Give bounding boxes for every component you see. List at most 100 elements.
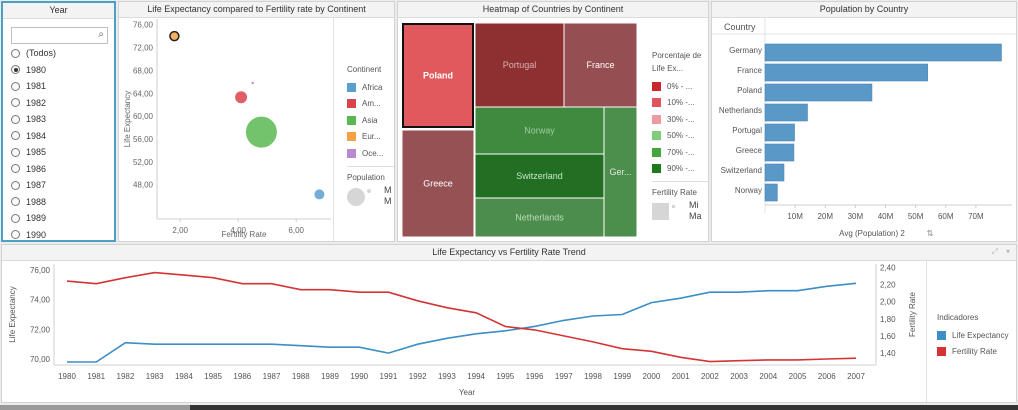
radio-button[interactable] <box>11 98 20 108</box>
x-tick-label: 2005 <box>789 372 807 381</box>
heatmap-legend-item[interactable]: 70% -... <box>652 144 708 161</box>
population-bar <box>764 183 778 202</box>
country-label: Netherlands <box>719 106 762 115</box>
radio-button[interactable] <box>11 114 20 124</box>
year-option-label: 1985 <box>26 147 47 158</box>
year-filter-title: Year <box>3 3 114 19</box>
continent-legend-item[interactable]: Oce... <box>347 145 394 162</box>
series-line-fertility-rate <box>66 271 857 363</box>
right-tick-label: 1,60 <box>880 332 896 341</box>
heatmap-title: Heatmap of Countries by Continent <box>398 2 708 18</box>
country-column-header[interactable]: Country <box>724 22 756 32</box>
year-option-label: (Todos) <box>26 48 57 59</box>
legend-swatch <box>347 82 356 92</box>
x-tick-label: 1995 <box>496 372 514 381</box>
expand-icon[interactable]: ⤢ <box>991 247 998 256</box>
radio-button[interactable] <box>11 213 20 223</box>
search-icon[interactable]: ⌕ <box>98 29 104 40</box>
treemap-cell-label: Greece <box>423 179 453 189</box>
menu-chevron-icon[interactable]: ▾ <box>1005 247 1010 256</box>
x-tick-label: 1990 <box>350 372 368 381</box>
indicator-legend-title: Indicadores <box>937 313 979 322</box>
radio-button[interactable] <box>11 65 20 75</box>
radio-button[interactable] <box>11 131 20 141</box>
legend-label: 10% -... <box>667 98 695 108</box>
year-option-label: 1982 <box>26 97 47 108</box>
x-tick-label: 1999 <box>613 372 631 381</box>
fertility-size-small-square <box>672 205 675 208</box>
heatmap-legend-item[interactable]: 0% - ... <box>652 78 708 95</box>
radio-button[interactable] <box>11 180 20 190</box>
continent-legend-item[interactable]: Eur... <box>347 129 394 146</box>
year-option-label: 1981 <box>26 81 47 92</box>
treemap-cell-label: Switzerland <box>516 171 563 181</box>
bottom-scroll-strip[interactable] <box>0 405 1018 410</box>
year-option[interactable]: 1987 <box>11 177 111 194</box>
year-option[interactable]: 1985 <box>11 144 111 161</box>
radio-button[interactable] <box>11 147 20 157</box>
continent-legend-item[interactable]: Am... <box>347 96 394 113</box>
right-tick-label: 2,40 <box>880 263 896 272</box>
year-option-label: 1988 <box>26 196 47 207</box>
year-option[interactable]: 1990 <box>11 227 111 241</box>
year-option-label: 1987 <box>26 180 47 191</box>
x-tick-label: 1993 <box>438 372 456 381</box>
radio-button[interactable] <box>11 197 20 207</box>
year-option[interactable]: 1981 <box>11 78 111 95</box>
heatmap-legend-item[interactable]: 10% -... <box>652 95 708 112</box>
year-option[interactable]: 1988 <box>11 194 111 211</box>
heatmap-legend-item[interactable]: 90% -... <box>652 161 708 178</box>
x-tick-label: 1987 <box>263 372 281 381</box>
x-tick-label: 1997 <box>555 372 573 381</box>
heatmap-panel: Heatmap of Countries by Continent Poland… <box>397 1 709 242</box>
year-option[interactable]: 1989 <box>11 210 111 227</box>
treemap-cell <box>474 106 605 155</box>
continent-legend-item[interactable]: Asia <box>347 112 394 129</box>
y-tick-label: 76,00 <box>133 21 154 30</box>
country-label: Germany <box>729 46 762 55</box>
treemap-cell <box>474 153 605 199</box>
treemap-cell <box>563 22 638 108</box>
continent-legend-item[interactable]: Africa <box>347 79 394 96</box>
radio-button[interactable] <box>11 48 20 58</box>
year-search-input[interactable]: ⌕ <box>11 27 108 44</box>
treemap-cell-label: France <box>586 60 614 70</box>
legend-swatch <box>937 347 946 357</box>
population-title: Population by Country <box>712 2 1016 18</box>
x-tick-label: 1998 <box>584 372 602 381</box>
x-tick-label: 1980 <box>58 372 76 381</box>
scatter-title: Life Expectancy compared to Fertility ra… <box>119 2 394 18</box>
indicator-legend-item[interactable]: Fertility Rate <box>937 344 1015 361</box>
year-option[interactable]: 1984 <box>11 128 111 145</box>
year-option[interactable]: 1980 <box>11 62 111 79</box>
year-option[interactable]: 1986 <box>11 161 111 178</box>
year-option[interactable]: 1983 <box>11 111 111 128</box>
x-tick-label: 1983 <box>146 372 164 381</box>
radio-button[interactable] <box>11 230 20 240</box>
year-filter-panel: Year ⌕ (Todos) 1980 1981 1982 1983 1984 1985 19… <box>1 1 116 242</box>
fertility-size-large-square <box>652 203 669 220</box>
trend-line-chart: 70,00 72,00 74,00 76,00 1,40 1,60 1,80 2,00 2,20… <box>8 263 917 397</box>
y2-axis-title: Fertility Rate <box>908 292 917 337</box>
right-tick-label: 1,80 <box>880 315 896 324</box>
series-line-life-expectancy <box>67 282 857 363</box>
year-option[interactable]: (Todos) <box>11 45 111 62</box>
heatmap-legend-item[interactable]: 30% -... <box>652 111 708 128</box>
year-option[interactable]: 1982 <box>11 95 111 112</box>
heatmap-legend-item[interactable]: 50% -... <box>652 128 708 145</box>
right-tick-label: 2,20 <box>880 281 896 290</box>
x-tick-label: 70M <box>968 212 984 221</box>
x-tick-label: 1982 <box>117 372 135 381</box>
x-tick-label: 2006 <box>818 372 836 381</box>
treemap-cell-label: Netherlands <box>515 213 564 223</box>
indicator-legend-item[interactable]: Life Expectancy <box>937 327 1015 344</box>
legend-swatch <box>652 131 661 141</box>
trend-panel: Life Expectancy vs Fertility Rate Trend … <box>1 244 1017 403</box>
left-tick-label: 76,00 <box>30 266 51 275</box>
country-label: Greece <box>736 146 763 155</box>
radio-button[interactable] <box>11 164 20 174</box>
radio-button[interactable] <box>11 81 20 91</box>
year-option-label: 1984 <box>26 130 47 141</box>
x-tick-label: 60M <box>938 212 954 221</box>
left-tick-label: 70,00 <box>30 355 51 364</box>
